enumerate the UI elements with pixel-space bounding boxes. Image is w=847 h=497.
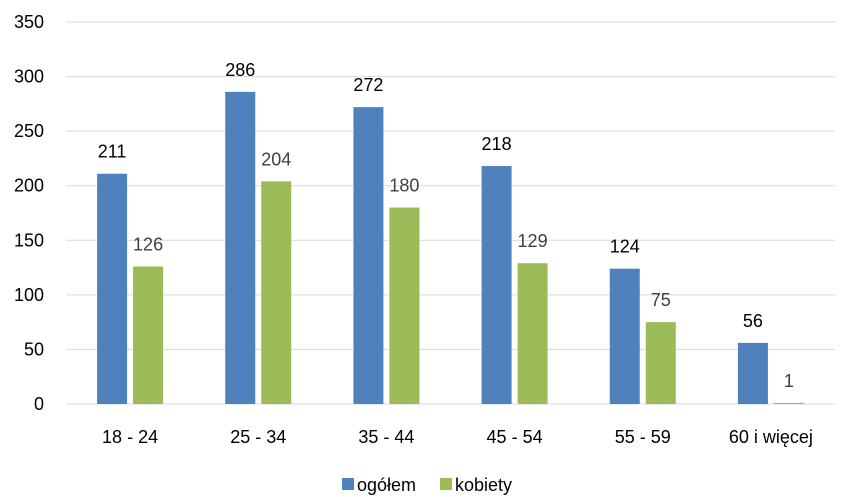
x-tick-label: 35 - 44	[358, 427, 414, 447]
data-label: 272	[353, 75, 383, 95]
bar-kobiety	[133, 266, 163, 404]
x-tick-label: 55 - 59	[615, 427, 671, 447]
gridlines	[66, 22, 835, 404]
x-tick-label: 25 - 34	[230, 427, 286, 447]
y-tick-label: 200	[14, 176, 44, 196]
legend-item-ogolem: ogółem	[342, 475, 416, 495]
legend-swatch	[440, 478, 452, 490]
legend: ogółem kobiety	[342, 475, 512, 495]
y-tick-label: 50	[24, 339, 44, 359]
y-axis: 0 50 100 150 200 250 300 350	[14, 12, 44, 414]
data-label: 129	[518, 231, 548, 251]
bar-kobiety	[518, 263, 548, 404]
data-label: 75	[651, 290, 671, 310]
y-tick-label: 100	[14, 285, 44, 305]
data-label: 124	[610, 237, 640, 257]
data-label: 126	[133, 234, 163, 254]
bar-kobiety	[261, 181, 291, 404]
y-tick-label: 0	[34, 394, 44, 414]
bar-ogolem	[610, 269, 640, 404]
data-label: 286	[225, 60, 255, 80]
data-label: 180	[389, 176, 419, 196]
bar-ogolem	[97, 174, 127, 404]
bar-ogolem	[353, 107, 383, 404]
y-tick-label: 350	[14, 12, 44, 32]
legend-label: ogółem	[357, 475, 416, 495]
data-label: 56	[743, 311, 763, 331]
x-tick-label: 45 - 54	[487, 427, 543, 447]
legend-label: kobiety	[455, 475, 512, 495]
x-axis: 18 - 24 25 - 34 35 - 44 45 - 54 55 - 59 60 i …	[102, 427, 813, 447]
legend-swatch	[342, 478, 354, 490]
data-label: 204	[261, 149, 291, 169]
data-labels: 211 286 272 218 124 56 126 204 180 129 75 1	[98, 60, 794, 391]
bar-ogolem	[225, 92, 255, 404]
bar-kobiety	[646, 322, 676, 404]
x-tick-label: 60 i więcej	[729, 427, 813, 447]
y-tick-label: 150	[14, 230, 44, 250]
y-tick-label: 300	[14, 67, 44, 87]
data-label: 1	[784, 371, 794, 391]
y-tick-label: 250	[14, 121, 44, 141]
bar-kobiety	[389, 208, 419, 404]
bars	[97, 92, 804, 404]
bar-kobiety	[774, 403, 804, 404]
legend-item-kobiety: kobiety	[440, 475, 512, 495]
bar-ogolem	[482, 166, 512, 404]
data-label: 211	[98, 142, 127, 162]
data-label: 218	[482, 134, 512, 154]
bar-ogolem	[738, 343, 768, 404]
x-tick-label: 18 - 24	[102, 427, 158, 447]
